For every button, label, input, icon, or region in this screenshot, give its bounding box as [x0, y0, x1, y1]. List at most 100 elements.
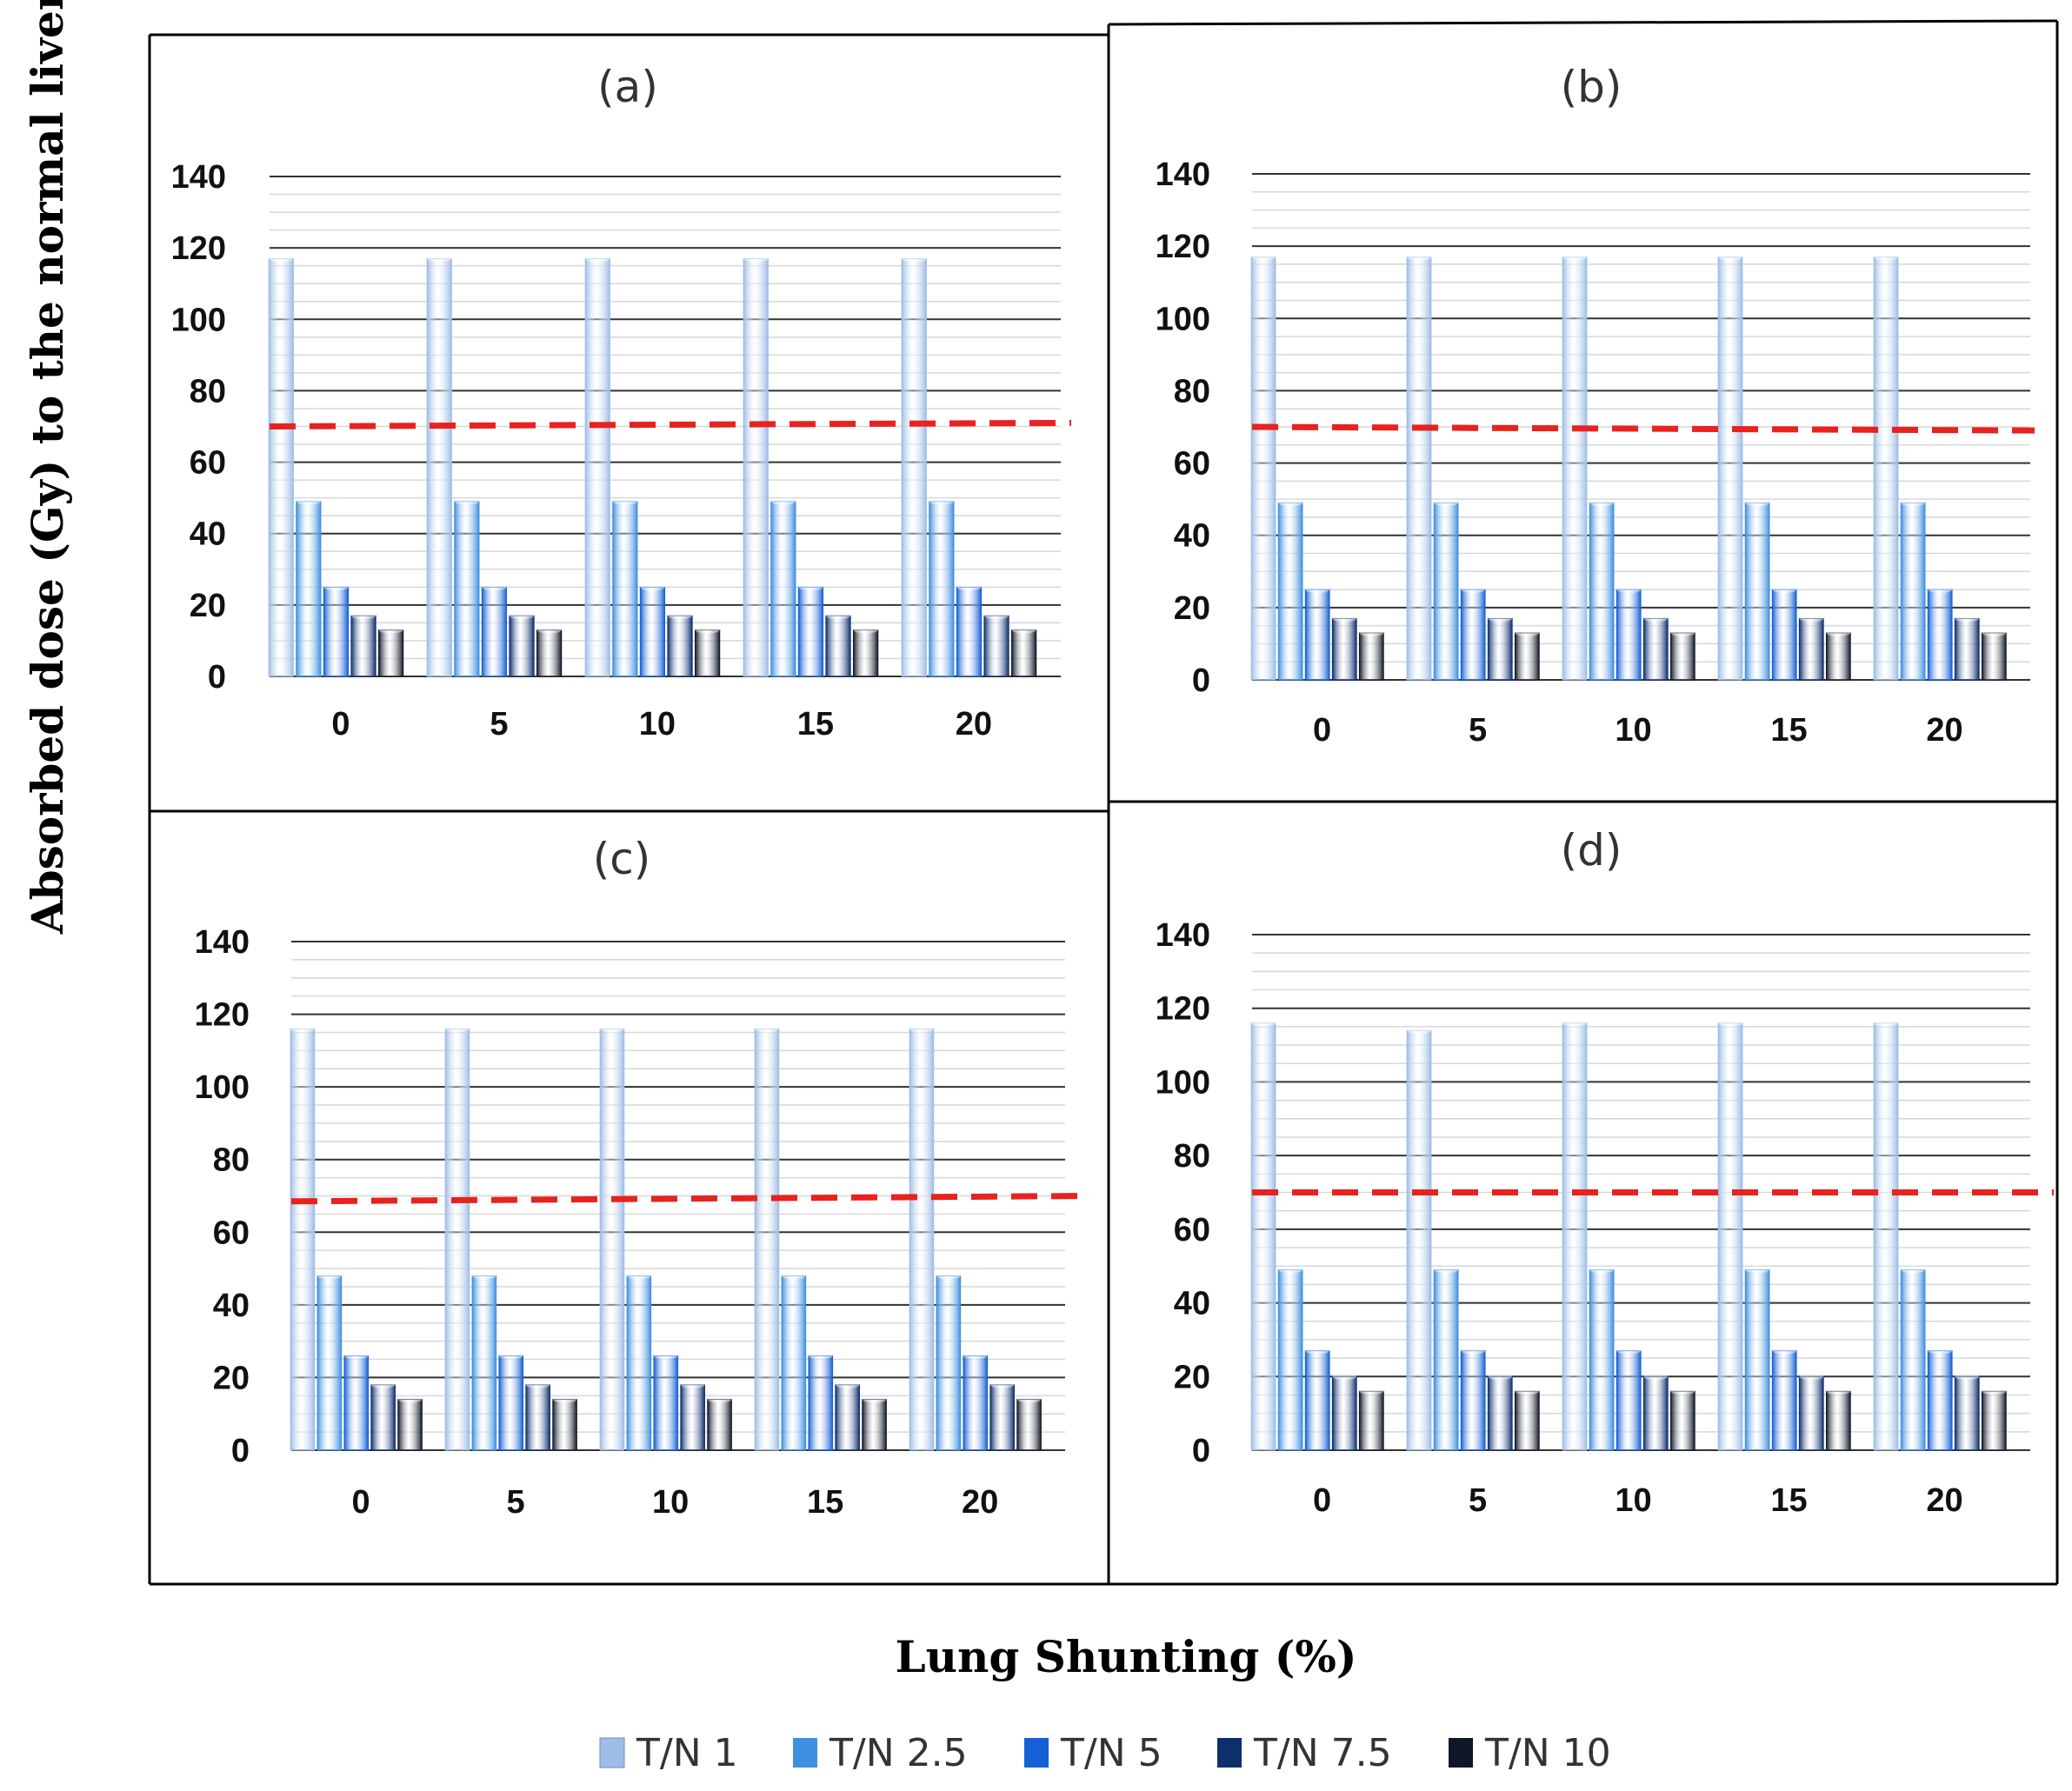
bar-cap [653, 1352, 678, 1360]
bar-c-tn1-0 [290, 1028, 316, 1451]
threshold-line-c [290, 1193, 1092, 1205]
bar-cap [1670, 629, 1696, 636]
x-tick-label: 5 [490, 706, 508, 742]
legend-swatch-tn1 [599, 1737, 625, 1768]
bar-cap [397, 1395, 423, 1403]
bar-cap [956, 583, 982, 591]
bar-a-tn7-5-10 [667, 615, 693, 677]
bar-cap [902, 255, 927, 263]
bar-cap [1643, 1373, 1669, 1381]
bar-b-tn5-0 [1304, 589, 1330, 681]
bar-b-tn10-20 [1981, 632, 2007, 681]
bar-cap [296, 497, 321, 505]
bar-b-tn10-0 [1358, 632, 1384, 681]
bar-cap [1488, 1373, 1513, 1381]
bar-cap [1982, 1388, 2007, 1395]
bar-a-tn1-0 [268, 257, 294, 677]
bar-cap [600, 1025, 624, 1033]
bar-cap [472, 1272, 496, 1280]
panel-title-a: (a) [597, 62, 658, 112]
threshold-line-b [1251, 423, 2035, 434]
bar-a-tn7-5-5 [509, 615, 535, 677]
bar-cap [1589, 1266, 1614, 1274]
bar-cap [1407, 1027, 1431, 1035]
x-tick-label: 20 [962, 1484, 998, 1521]
y-tick-label: 80 [213, 1142, 250, 1179]
bar-b-tn1-0 [1250, 256, 1276, 681]
bar-cap [808, 1352, 833, 1360]
bar-c-tn2-5-0 [316, 1275, 343, 1451]
bar-cap [1251, 253, 1276, 261]
bar-b-tn7-5-15 [1798, 617, 1824, 681]
bar-b-tn10-5 [1514, 632, 1540, 681]
legend-item-tn2-5: T/N 2.5 [793, 1731, 968, 1775]
bar-c-tn10-15 [862, 1399, 887, 1451]
bar-c-tn10-10 [707, 1399, 732, 1451]
bar-b-tn10-15 [1825, 632, 1851, 681]
bar-a-tn2-5-15 [770, 501, 796, 677]
legend-item-tn5: T/N 5 [1024, 1731, 1163, 1775]
bar-cap [454, 497, 479, 505]
bar-cap [1928, 586, 1953, 594]
bar-b-tn5-10 [1616, 589, 1642, 681]
legend-item-tn1: T/N 1 [599, 1731, 738, 1775]
y-tick-label: 120 [1156, 229, 1210, 265]
y-tick-label: 80 [1174, 373, 1210, 409]
bar-a-tn10-5 [536, 629, 563, 677]
bar-d-tn7-5-10 [1642, 1375, 1669, 1451]
bar-cap [1562, 253, 1587, 261]
legend-swatch-tn2-5 [793, 1738, 817, 1768]
legend-item-tn7-5: T/N 7.5 [1217, 1731, 1392, 1775]
y-tick-label: 60 [1174, 446, 1210, 483]
y-tick-label: 120 [1156, 991, 1210, 1028]
bar-d-tn5-15 [1771, 1350, 1797, 1451]
legend-item-tn10: T/N 10 [1449, 1731, 1611, 1775]
bar-cap [1461, 1347, 1486, 1355]
x-tick-label: 20 [1926, 712, 1962, 749]
bar-b-tn5-15 [1771, 589, 1797, 681]
bar-c-tn7-5-15 [835, 1384, 860, 1451]
y-tick-label: 140 [1156, 156, 1210, 193]
chart-panel-b: (b) 0 20 40 60 80 100 120 140 0 5 10 15 20 [1156, 62, 2035, 749]
bar-cap [1718, 1019, 1742, 1027]
bar-cap [835, 1381, 860, 1388]
bar-cap [1826, 1388, 1851, 1395]
y-axis-title: Absorbed dose (Gy) to the normal liver [22, 0, 73, 935]
bar-b-tn1-5 [1406, 256, 1432, 681]
bar-d-tn5-5 [1460, 1350, 1486, 1451]
chart-panel-c: (c) 0 20 40 60 80 100 120 140 0 5 10 15 20 [195, 834, 1092, 1521]
bar-c-tn7-5-10 [680, 1384, 705, 1451]
bar-cap [853, 626, 878, 634]
x-tick-label: 15 [797, 706, 834, 742]
bar-cap [612, 497, 637, 505]
x-tick-label: 10 [1615, 712, 1651, 749]
bar-cap [909, 1025, 934, 1033]
bar-cap [1488, 615, 1513, 623]
y-tick-label: 40 [190, 516, 226, 553]
bar-cap [1515, 1388, 1540, 1395]
bar-cap [1016, 1395, 1042, 1403]
bar-b-tn2-5-15 [1744, 502, 1770, 681]
bar-b-tn2-5-5 [1433, 502, 1459, 681]
bar-a-tn5-20 [956, 586, 983, 677]
bar-cap [1670, 1388, 1696, 1395]
bar-cap [1278, 499, 1302, 507]
y-tick-label: 100 [1156, 1064, 1210, 1101]
x-axis-title: Lung Shunting (%) [895, 1631, 1356, 1682]
bar-cap [1901, 499, 1925, 507]
bar-cap [1616, 586, 1642, 594]
x-tick-label: 5 [1469, 1482, 1487, 1519]
bar-cap [427, 255, 452, 263]
y-tick-label: 40 [1174, 518, 1210, 555]
bar-d-tn1-20 [1873, 1022, 1899, 1451]
bar-cap [743, 255, 769, 263]
bar-b-tn2-5-20 [1900, 502, 1926, 681]
x-tick-label: 5 [1469, 712, 1487, 749]
bar-b-tn1-15 [1717, 256, 1743, 681]
y-tick-label: 140 [1156, 917, 1210, 954]
bar-cap [1251, 1019, 1276, 1027]
bar-c-tn2-5-15 [781, 1275, 807, 1451]
bar-a-tn7-5-20 [983, 615, 1009, 677]
bar-a-tn10-20 [1011, 629, 1037, 677]
bar-cap [378, 626, 403, 634]
